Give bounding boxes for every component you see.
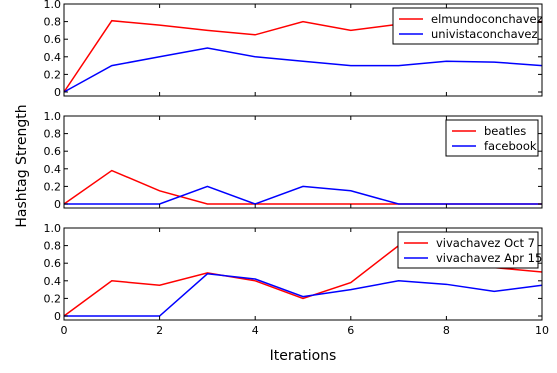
y-tick-label-2-4: 0.8 xyxy=(44,240,62,253)
y-tick-label-0-1: 0.2 xyxy=(44,68,62,81)
series-line-2-1 xyxy=(64,272,543,317)
y-tick-label-0-2: 0.4 xyxy=(44,51,62,64)
y-tick-label-0-5: 1.0 xyxy=(44,0,62,11)
legend-box-0 xyxy=(392,7,539,45)
y-tick-label-1-4: 0.8 xyxy=(44,128,62,141)
x-tick-label-3: 6 xyxy=(347,324,354,337)
x-tick-label-0: 0 xyxy=(61,324,68,337)
legend-label-0-1: univistaconchavez xyxy=(431,27,538,41)
y-tick-label-0-0: 0 xyxy=(54,86,61,99)
y-tick-label-2-1: 0.2 xyxy=(44,292,62,305)
y-tick-label-0-3: 0.6 xyxy=(44,33,62,46)
legend-label-0-0: elmundoconchavez xyxy=(431,12,543,26)
y-tick-label-2-3: 0.6 xyxy=(44,257,62,270)
x-axis-label: Iterations xyxy=(270,348,337,364)
y-tick-label-1-0: 0 xyxy=(54,198,61,211)
panel-frame-1 xyxy=(63,115,543,209)
y-axis-label: Hashtag Strength xyxy=(14,104,30,227)
x-tick-label-4: 8 xyxy=(443,324,450,337)
legend-box-1 xyxy=(445,119,539,157)
legend-label-1-0: beatles xyxy=(484,124,526,138)
series-line-1-1 xyxy=(64,185,542,205)
y-tick-label-1-3: 0.6 xyxy=(44,145,62,158)
series-line-0-1 xyxy=(63,47,543,93)
y-tick-label-2-2: 0.4 xyxy=(44,275,62,288)
x-tick-label-2: 4 xyxy=(252,324,259,337)
x-tick-label-1: 2 xyxy=(156,324,163,337)
y-tick-label-1-2: 0.4 xyxy=(44,163,62,176)
y-tick-label-2-0: 0 xyxy=(54,310,61,323)
y-tick-label-1-1: 0.2 xyxy=(44,180,62,193)
y-tick-label-0-4: 0.8 xyxy=(44,16,62,29)
legend-label-2-0: vivachavez Oct 7 xyxy=(436,236,535,250)
panel-frame-0 xyxy=(63,3,543,97)
y-tick-label-1-5: 1.0 xyxy=(44,110,62,123)
series-line-1-0 xyxy=(63,169,542,205)
x-tick-label-5: 10 xyxy=(535,324,549,337)
y-tick-label-2-5: 1.0 xyxy=(44,222,62,235)
panel-frame-2 xyxy=(63,227,543,321)
legend-label-2-1: vivachavez Apr 15 xyxy=(436,251,542,265)
legend-box-2 xyxy=(397,231,539,269)
legend-label-1-1: facebook xyxy=(484,139,537,153)
